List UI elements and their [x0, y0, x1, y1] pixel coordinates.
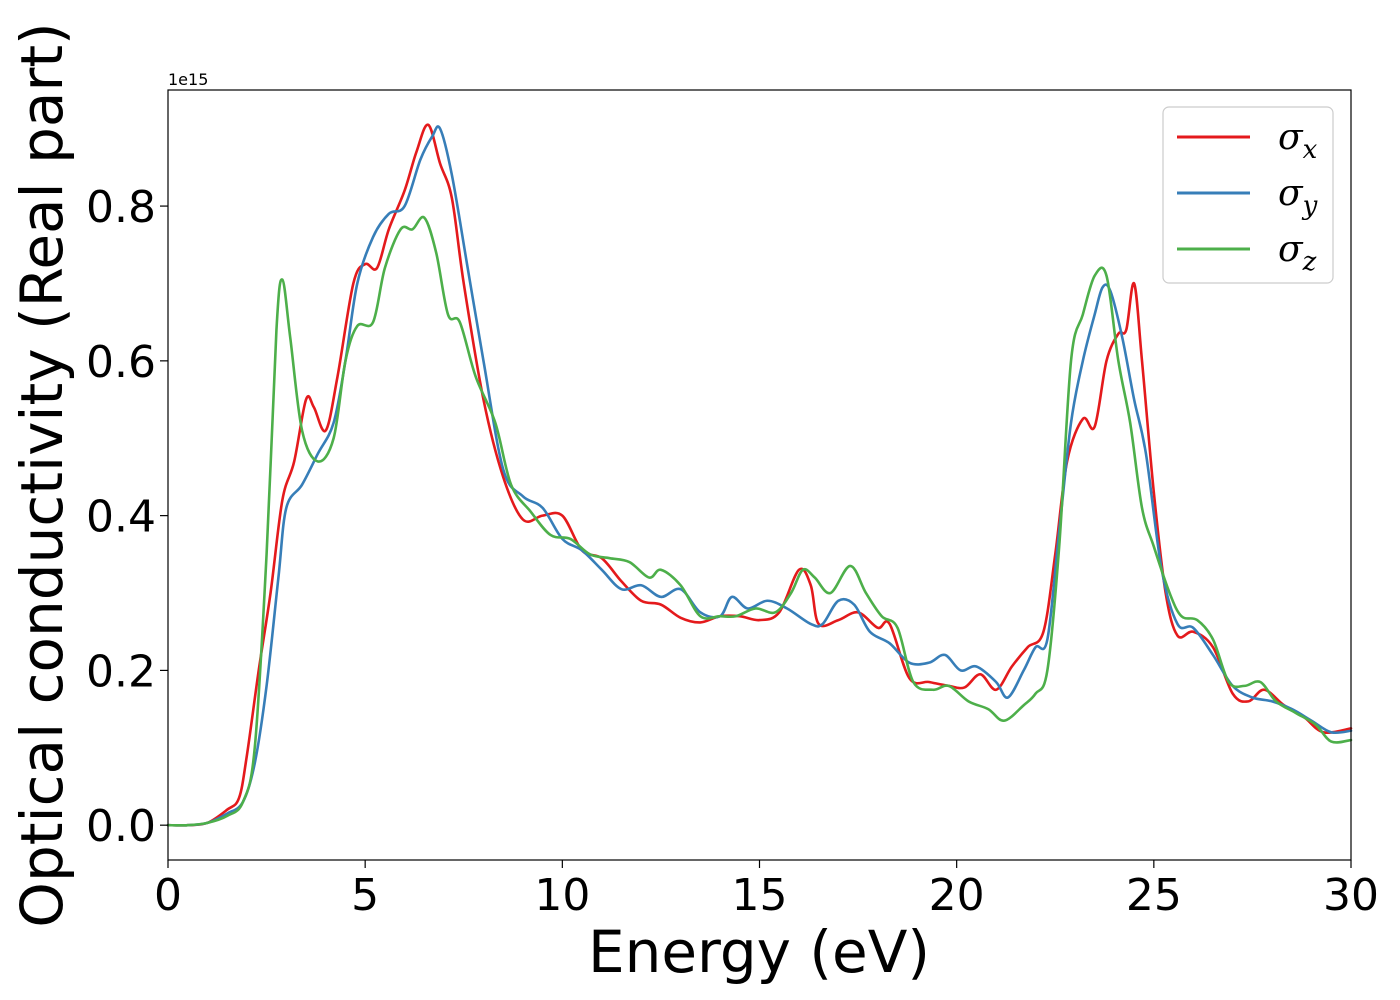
x-tick-label: 25 [1126, 870, 1182, 921]
legend-label-x: σx [1278, 117, 1318, 165]
y-axis: 0.0 0.2 0.4 0.6 0.8 [86, 182, 168, 852]
series-layer [166, 123, 1353, 827]
legend: σx σy σz [1162, 106, 1334, 284]
x-tick-label: 30 [1323, 870, 1379, 921]
x-tick-label: 20 [929, 870, 985, 921]
y-offset-label: 1e15 [168, 70, 208, 89]
y-axis-title: Optical conductivity (Real part) [8, 22, 76, 927]
x-axis: 0 5 10 15 20 25 30 [154, 860, 1379, 921]
x-tick-label: 10 [534, 870, 590, 921]
y-tick-label: 0.6 [86, 337, 156, 388]
y-tick-label: 0.2 [86, 646, 156, 697]
y-tick-label: 0.0 [86, 801, 156, 852]
y-tick-label: 0.4 [86, 492, 156, 543]
series-line-x [166, 123, 1353, 827]
x-axis-title: Energy (eV) [588, 918, 930, 986]
x-tick-label: 15 [732, 870, 788, 921]
legend-label-z: σz [1278, 229, 1317, 277]
y-tick-label: 0.8 [86, 182, 156, 233]
legend-label-y: σy [1278, 173, 1318, 221]
x-tick-label: 0 [154, 870, 182, 921]
legend-box [1162, 106, 1334, 284]
series-line-z [166, 215, 1353, 827]
x-tick-label: 5 [351, 870, 379, 921]
